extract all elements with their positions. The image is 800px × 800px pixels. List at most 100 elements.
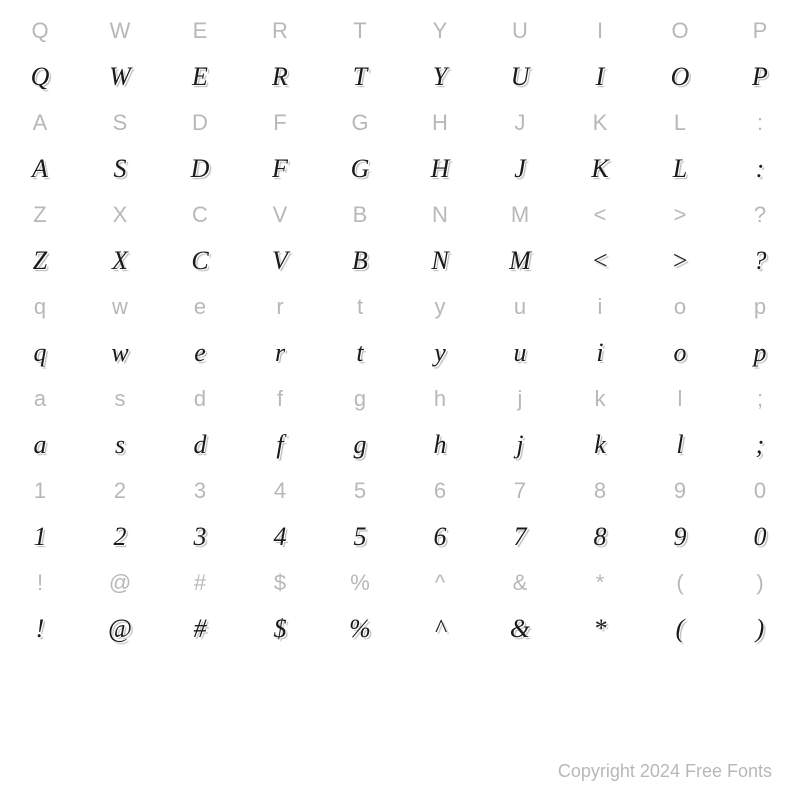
glyph-cell: p bbox=[720, 330, 800, 376]
reference-char: o bbox=[674, 294, 686, 320]
reference-char: % bbox=[350, 570, 370, 596]
reference-cell: H bbox=[400, 100, 480, 146]
glyph-char: $ bbox=[274, 614, 287, 644]
reference-char: ^ bbox=[435, 570, 445, 596]
reference-cell: D bbox=[160, 100, 240, 146]
reference-cell: 7 bbox=[480, 468, 560, 514]
reference-cell: ^ bbox=[400, 560, 480, 606]
reference-cell: l bbox=[640, 376, 720, 422]
reference-cell: G bbox=[320, 100, 400, 146]
glyph-cell: o bbox=[640, 330, 720, 376]
glyph-char: h bbox=[434, 430, 447, 460]
character-map-grid: QWERTYUIOPQWERTYUIOPASDFGHJKL:ASDFGHJKL:… bbox=[0, 0, 800, 652]
glyph-char: 4 bbox=[274, 522, 287, 552]
reference-cell: J bbox=[480, 100, 560, 146]
glyph-char: Q bbox=[31, 62, 50, 92]
glyph-char: 0 bbox=[754, 522, 767, 552]
glyph-char: J bbox=[514, 154, 526, 184]
reference-char: ( bbox=[676, 570, 683, 596]
reference-char: N bbox=[432, 202, 448, 228]
reference-cell: % bbox=[320, 560, 400, 606]
reference-cell: P bbox=[720, 8, 800, 54]
glyph-cell: M bbox=[480, 238, 560, 284]
glyph-cell: 9 bbox=[640, 514, 720, 560]
glyph-cell: ^ bbox=[400, 606, 480, 652]
glyph-cell: e bbox=[160, 330, 240, 376]
glyph-char: @ bbox=[108, 614, 132, 644]
glyph-cell: ) bbox=[720, 606, 800, 652]
reference-char: 0 bbox=[754, 478, 766, 504]
glyph-cell: F bbox=[240, 146, 320, 192]
glyph-cell: Q bbox=[0, 54, 80, 100]
glyph-char: q bbox=[34, 338, 47, 368]
reference-cell: t bbox=[320, 284, 400, 330]
glyph-char: 5 bbox=[354, 522, 367, 552]
reference-cell: f bbox=[240, 376, 320, 422]
glyph-cell: ? bbox=[720, 238, 800, 284]
glyph-cell: k bbox=[560, 422, 640, 468]
reference-char: K bbox=[593, 110, 608, 136]
glyph-cell: @ bbox=[80, 606, 160, 652]
reference-char: V bbox=[273, 202, 288, 228]
reference-cell: i bbox=[560, 284, 640, 330]
reference-cell: K bbox=[560, 100, 640, 146]
reference-cell: V bbox=[240, 192, 320, 238]
glyph-cell: N bbox=[400, 238, 480, 284]
glyph-cell: D bbox=[160, 146, 240, 192]
reference-char: < bbox=[594, 202, 607, 228]
reference-char: # bbox=[194, 570, 206, 596]
reference-cell: U bbox=[480, 8, 560, 54]
reference-cell: 9 bbox=[640, 468, 720, 514]
reference-cell: ? bbox=[720, 192, 800, 238]
glyph-char: r bbox=[275, 338, 285, 368]
glyph-cell: ! bbox=[0, 606, 80, 652]
reference-cell: Q bbox=[0, 8, 80, 54]
glyph-cell: s bbox=[80, 422, 160, 468]
glyph-char: ! bbox=[36, 614, 45, 644]
glyph-char: S bbox=[114, 154, 127, 184]
glyph-cell: V bbox=[240, 238, 320, 284]
glyph-cell: 5 bbox=[320, 514, 400, 560]
glyph-char: ( bbox=[676, 614, 685, 644]
glyph-char: w bbox=[111, 338, 128, 368]
reference-cell: u bbox=[480, 284, 560, 330]
glyph-char: > bbox=[671, 246, 689, 276]
glyph-char: ; bbox=[756, 430, 765, 460]
reference-cell: E bbox=[160, 8, 240, 54]
reference-char: 8 bbox=[594, 478, 606, 504]
reference-cell: 8 bbox=[560, 468, 640, 514]
reference-cell: ! bbox=[0, 560, 80, 606]
glyph-char: E bbox=[192, 62, 208, 92]
reference-cell: 1 bbox=[0, 468, 80, 514]
reference-char: q bbox=[34, 294, 46, 320]
glyph-char: P bbox=[752, 62, 768, 92]
reference-cell: p bbox=[720, 284, 800, 330]
glyph-cell: r bbox=[240, 330, 320, 376]
reference-cell: C bbox=[160, 192, 240, 238]
reference-char: S bbox=[113, 110, 128, 136]
glyph-cell: u bbox=[480, 330, 560, 376]
glyph-char: G bbox=[351, 154, 370, 184]
glyph-char: V bbox=[272, 246, 288, 276]
glyph-char: p bbox=[754, 338, 767, 368]
glyph-cell: H bbox=[400, 146, 480, 192]
glyph-cell: S bbox=[80, 146, 160, 192]
reference-cell: L bbox=[640, 100, 720, 146]
reference-cell: 0 bbox=[720, 468, 800, 514]
reference-char: * bbox=[596, 570, 605, 596]
glyph-cell: * bbox=[560, 606, 640, 652]
glyph-cell: j bbox=[480, 422, 560, 468]
reference-cell: ; bbox=[720, 376, 800, 422]
reference-cell: & bbox=[480, 560, 560, 606]
reference-char: > bbox=[674, 202, 687, 228]
glyph-char: C bbox=[191, 246, 208, 276]
glyph-cell: < bbox=[560, 238, 640, 284]
reference-cell: T bbox=[320, 8, 400, 54]
glyph-char: y bbox=[434, 338, 446, 368]
reference-char: G bbox=[351, 110, 368, 136]
reference-char: 1 bbox=[34, 478, 46, 504]
reference-char: D bbox=[192, 110, 208, 136]
reference-char: g bbox=[354, 386, 366, 412]
reference-char: L bbox=[674, 110, 686, 136]
reference-cell: ( bbox=[640, 560, 720, 606]
